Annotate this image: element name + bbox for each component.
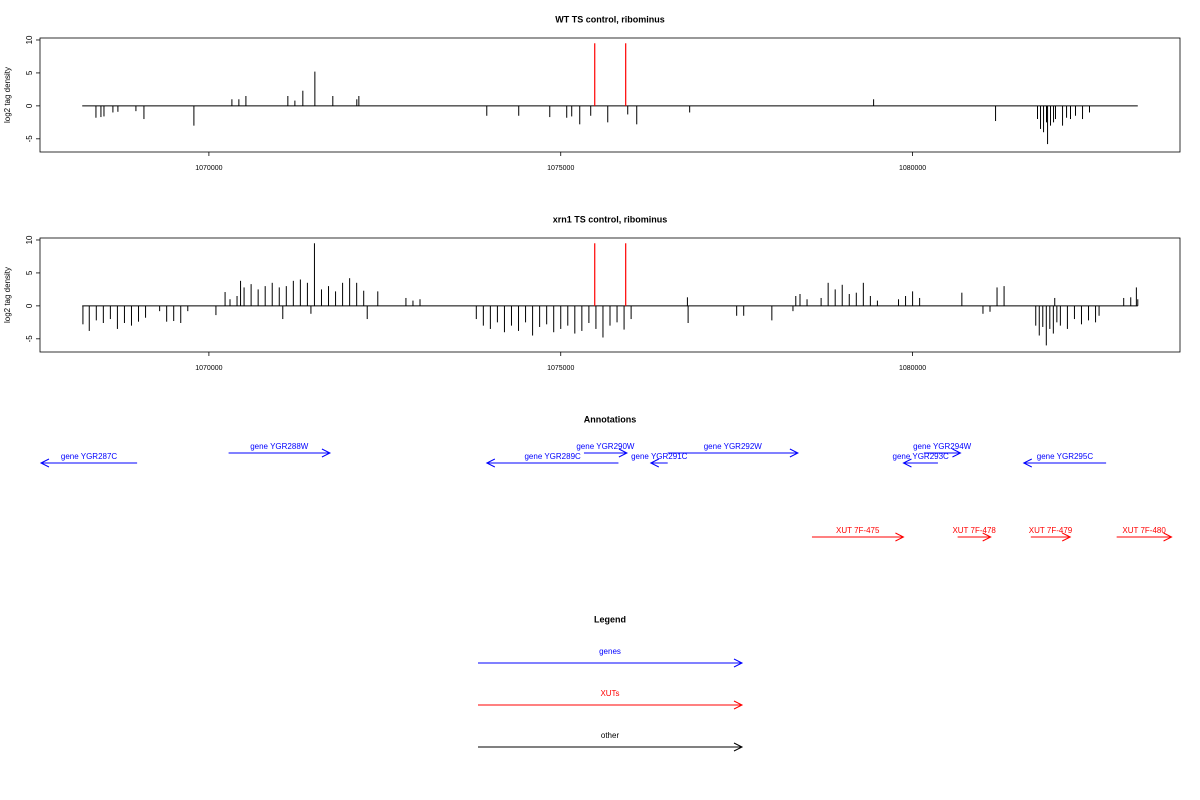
arrow-head <box>952 448 962 458</box>
arrow-head <box>733 700 744 710</box>
arrow-head <box>733 742 744 752</box>
legend-label: genes <box>599 647 621 656</box>
y-tick-label: 0 <box>25 103 34 108</box>
feature-arrow <box>39 458 138 468</box>
arrow-head <box>618 448 629 458</box>
y-tick-label: -5 <box>25 135 34 143</box>
feature-arrow <box>811 532 905 542</box>
x-tick-label: 1075000 <box>547 365 574 372</box>
arrow-head <box>789 448 800 458</box>
y-axis-label: log2 tag density <box>3 67 12 123</box>
arrow-head <box>649 458 660 468</box>
arrow-head <box>902 458 912 468</box>
x-tick-label: 1070000 <box>195 165 222 172</box>
arrow-head <box>39 458 50 468</box>
feature-arrow <box>228 448 332 458</box>
feature-label: gene YGR288W <box>250 442 309 451</box>
legend-arrow <box>478 742 744 752</box>
feature-arrow <box>485 458 619 468</box>
feature-label: gene YGR295C <box>1037 452 1094 461</box>
feature-arrow <box>667 448 800 458</box>
y-tick-label: -5 <box>25 335 34 343</box>
feature-arrow <box>957 532 992 542</box>
y-axis-label: log2 tag density <box>3 267 12 323</box>
feature-arrow <box>1022 458 1107 468</box>
feature-arrow <box>649 458 668 468</box>
chart-title: xrn1 TS control, ribominus <box>553 214 668 224</box>
feature-label: XUT 7F-479 <box>1029 526 1073 535</box>
y-tick-label: 0 <box>25 303 34 308</box>
legend-label: XUTs <box>600 689 619 698</box>
x-tick-label: 1070000 <box>195 365 222 372</box>
arrow-head <box>1061 532 1072 542</box>
y-tick-label: 5 <box>25 70 34 75</box>
feature-arrow <box>583 448 629 458</box>
feature-arrow <box>1030 532 1072 542</box>
y-tick-label: 10 <box>25 35 34 44</box>
feature-arrow <box>902 458 938 468</box>
feature-label: gene YGR289C <box>524 452 581 461</box>
y-tick-label: 10 <box>25 235 34 244</box>
feature-arrow <box>923 448 962 458</box>
feature-label: XUT 7F-480 <box>1122 526 1166 535</box>
x-tick-label: 1075000 <box>547 165 574 172</box>
feature-label: gene YGR294W <box>913 442 972 451</box>
legend-arrow <box>478 658 744 668</box>
feature-label: gene YGR290W <box>576 442 635 451</box>
feature-label: gene YGR291C <box>631 452 688 461</box>
legend-label: other <box>601 731 620 740</box>
y-tick-label: 5 <box>25 270 34 275</box>
legend-title: Legend <box>594 614 626 624</box>
legend-arrow <box>478 700 744 710</box>
arrow-head <box>321 448 332 458</box>
arrow-head <box>1022 458 1033 468</box>
annotations-title: Annotations <box>584 414 637 424</box>
arrow-head <box>1163 532 1173 542</box>
feature-label: gene YGR287C <box>61 452 118 461</box>
x-tick-label: 1080000 <box>899 165 926 172</box>
feature-label: gene YGR292W <box>704 442 763 451</box>
feature-label: gene YGR293C <box>893 452 950 461</box>
plot-frame <box>39 237 1181 353</box>
arrow-head <box>982 532 992 542</box>
chart-title: WT TS control, ribominus <box>555 14 665 24</box>
plot-frame <box>39 37 1181 153</box>
feature-label: XUT 7F-475 <box>836 526 880 535</box>
arrow-head <box>485 458 496 468</box>
feature-label: XUT 7F-478 <box>952 526 996 535</box>
arrow-head <box>733 658 744 668</box>
x-tick-label: 1080000 <box>899 365 926 372</box>
feature-arrow <box>1116 532 1173 542</box>
arrow-head <box>895 532 905 542</box>
